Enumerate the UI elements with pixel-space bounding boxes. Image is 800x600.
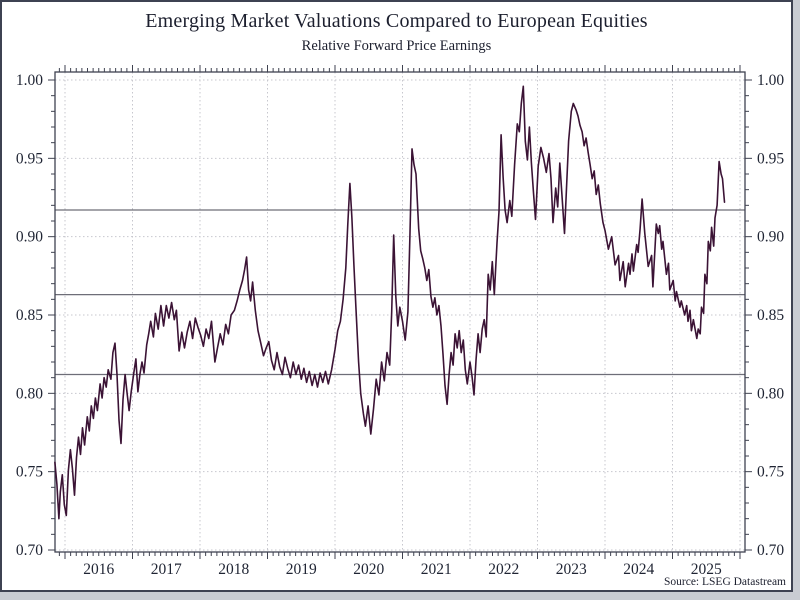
svg-text:0.85: 0.85 xyxy=(16,307,43,324)
svg-text:2017: 2017 xyxy=(151,561,182,578)
svg-text:2023: 2023 xyxy=(556,561,587,578)
chart-canvas: 0.70 0.70 0.75 0.75 0.80 0.80 0.85 0.85 0.90 0.90… xyxy=(16,65,784,578)
svg-text:2024: 2024 xyxy=(623,561,654,578)
chart-subtitle: Relative Forward Price Earnings xyxy=(301,38,492,54)
svg-text:0.95: 0.95 xyxy=(757,150,784,167)
svg-text:2021: 2021 xyxy=(421,561,452,578)
svg-text:1.00: 1.00 xyxy=(757,72,784,89)
svg-text:2016: 2016 xyxy=(83,561,114,578)
svg-text:0.75: 0.75 xyxy=(757,464,784,481)
svg-text:2018: 2018 xyxy=(218,561,249,578)
svg-text:0.75: 0.75 xyxy=(16,464,43,481)
svg-text:0.85: 0.85 xyxy=(757,307,784,324)
svg-text:0.80: 0.80 xyxy=(757,385,784,402)
svg-text:1.00: 1.00 xyxy=(16,72,43,89)
svg-text:2019: 2019 xyxy=(286,561,317,578)
chart-frame: 0.70 0.70 0.75 0.75 0.80 0.80 0.85 0.85 0.90 0.90… xyxy=(0,0,793,592)
svg-text:2020: 2020 xyxy=(353,561,384,578)
svg-text:2022: 2022 xyxy=(488,561,519,578)
svg-text:0.95: 0.95 xyxy=(16,150,43,167)
svg-text:0.70: 0.70 xyxy=(16,542,43,559)
svg-text:0.90: 0.90 xyxy=(757,229,784,246)
svg-text:0.90: 0.90 xyxy=(16,229,43,246)
chart-title: Emerging Market Valuations Compared to E… xyxy=(145,10,648,32)
source-credit: Source: LSEG Datastream xyxy=(664,576,786,588)
svg-text:0.80: 0.80 xyxy=(16,385,43,402)
svg-text:0.70: 0.70 xyxy=(757,542,784,559)
svg-text:2025: 2025 xyxy=(691,561,722,578)
